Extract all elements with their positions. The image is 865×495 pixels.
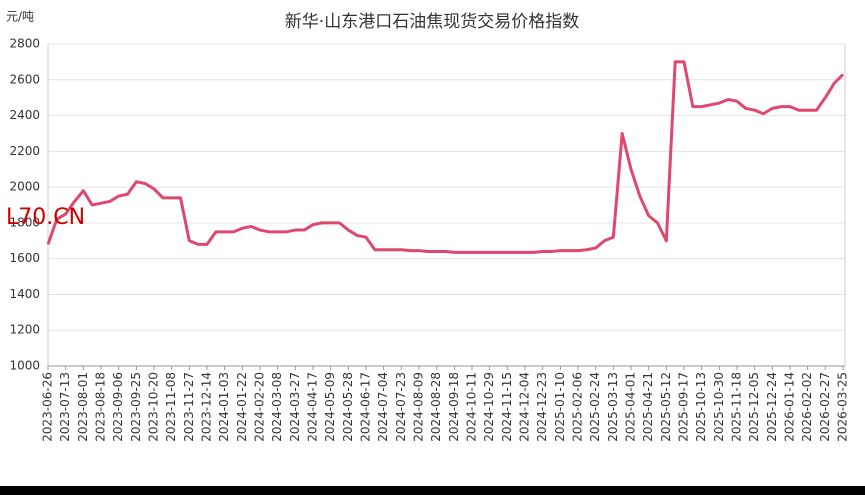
x-tick-label: 2023-09-25 <box>129 372 143 442</box>
x-tick-label: 2024-04-17 <box>306 372 320 442</box>
y-tick-label: 2400 <box>9 108 40 122</box>
y-tick-label: 1200 <box>9 323 40 337</box>
x-tick-label: 2026-02-27 <box>818 372 832 442</box>
y-tick-label: 2200 <box>9 144 40 158</box>
x-tick-label: 2025-04-21 <box>641 372 655 442</box>
x-tick-label: 2024-12-04 <box>518 372 532 442</box>
x-tick-label: 2025-12-05 <box>747 372 761 442</box>
x-tick-label: 2025-11-18 <box>730 372 744 442</box>
x-tick-label: 2025-02-06 <box>571 372 585 442</box>
x-tick-label: 2025-12-24 <box>765 372 779 442</box>
y-tick-label: 1000 <box>9 359 40 373</box>
y-tick-label: 2000 <box>9 180 40 194</box>
x-tick-label: 2026-03-25 <box>836 372 850 442</box>
x-tick-label: 2024-10-11 <box>465 372 479 442</box>
x-tick-label: 2023-08-18 <box>94 372 108 442</box>
x-tick-label: 2023-08-01 <box>76 372 90 442</box>
chart-title: 新华·山东港口石油焦现货交易价格指数 <box>285 12 579 32</box>
x-tick-label: 2025-10-30 <box>712 372 726 442</box>
x-tick-label: 2024-05-09 <box>323 372 337 442</box>
x-tick-label: 2023-10-20 <box>147 372 161 442</box>
y-tick-label: 1400 <box>9 287 40 301</box>
y-tick-label: 1600 <box>9 251 40 265</box>
x-tick-label: 2023-12-14 <box>200 372 214 442</box>
x-tick-label: 2025-03-13 <box>606 372 620 442</box>
x-tick-label: 2024-09-18 <box>447 372 461 442</box>
x-tick-label: 2025-01-10 <box>553 372 567 442</box>
series-line <box>46 60 845 254</box>
y-tick-label: 1800 <box>9 215 40 229</box>
x-tick-label: 2024-07-04 <box>376 372 390 442</box>
x-tick-label: 2024-01-22 <box>235 372 249 442</box>
bottom-bar <box>0 486 865 495</box>
x-tick-label: 2024-05-28 <box>341 372 355 442</box>
x-tick-label: 2025-09-17 <box>677 372 691 442</box>
watermark: L70.CN <box>6 205 85 230</box>
x-tick-label: 2024-03-08 <box>270 372 284 442</box>
x-tick-label: 2024-03-27 <box>288 372 302 442</box>
y-unit: 元/吨 <box>6 10 34 24</box>
x-tick-label: 2023-11-27 <box>182 372 196 442</box>
x-tick-label: 2023-06-26 <box>41 372 55 442</box>
x-tick-label: 2024-06-17 <box>359 372 373 442</box>
x-tick-label: 2026-02-02 <box>800 372 814 442</box>
x-tick-label: 2023-07-13 <box>58 372 72 442</box>
x-tick-label: 2024-02-20 <box>253 372 267 442</box>
y-tick-label: 2800 <box>9 37 40 51</box>
x-tick-label: 2025-05-12 <box>659 372 673 442</box>
x-tick-label: 2025-02-24 <box>588 372 602 442</box>
x-tick-label: 2023-09-06 <box>111 372 125 442</box>
x-tick-label: 2024-08-09 <box>412 372 426 442</box>
x-tick-label: 2024-08-28 <box>429 372 443 442</box>
x-tick-label: 2024-12-23 <box>535 372 549 442</box>
y-tick-label: 2600 <box>9 72 40 86</box>
x-tick-label: 2024-11-15 <box>500 372 514 442</box>
x-tick-label: 2025-04-01 <box>624 372 638 442</box>
x-tick-label: 2026-01-14 <box>783 372 797 442</box>
x-tick-label: 2023-11-08 <box>164 372 178 442</box>
x-tick-label: 2024-07-23 <box>394 372 408 442</box>
x-tick-label: 2025-10-13 <box>694 372 708 442</box>
x-tick-label: 2024-10-29 <box>482 372 496 442</box>
x-tick-label: 2024-01-03 <box>217 372 231 442</box>
